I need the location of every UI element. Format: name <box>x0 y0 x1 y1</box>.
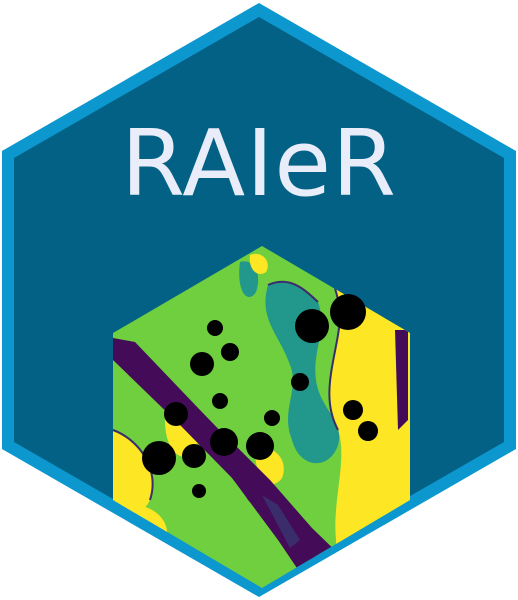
point-marker <box>182 444 206 468</box>
logo-title: RAIeR <box>121 110 397 217</box>
point-marker <box>295 309 329 343</box>
point-marker <box>192 484 206 498</box>
point-marker <box>246 432 274 460</box>
point-marker <box>343 400 363 420</box>
point-marker <box>207 320 223 336</box>
point-markers <box>142 294 378 498</box>
point-marker <box>164 402 188 426</box>
point-marker <box>358 421 378 441</box>
point-marker <box>190 352 214 376</box>
point-marker <box>264 410 280 426</box>
point-marker <box>221 343 239 361</box>
point-marker <box>210 428 238 456</box>
point-marker <box>142 441 176 475</box>
point-marker <box>330 294 366 330</box>
point-marker <box>291 373 309 391</box>
point-marker <box>212 393 228 409</box>
